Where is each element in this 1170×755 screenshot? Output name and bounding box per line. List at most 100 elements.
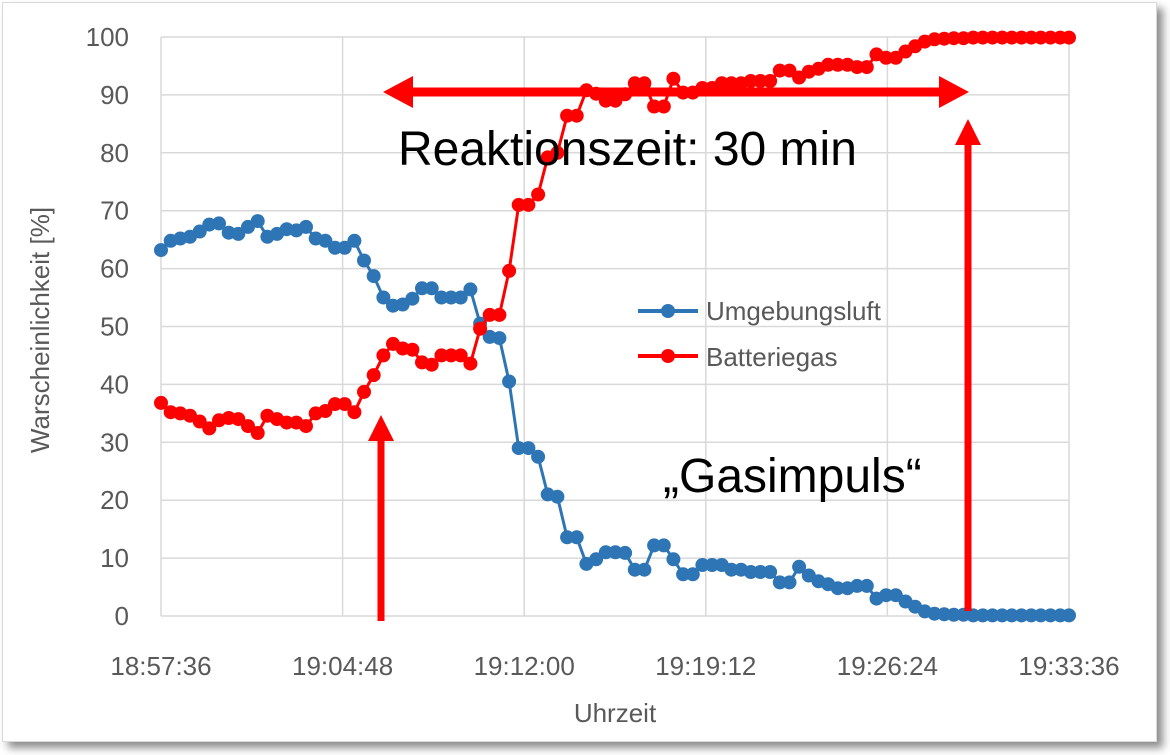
data-point-batteriegas — [859, 60, 874, 75]
data-point-batteriegas — [328, 397, 342, 412]
data-point-umgebungsluft — [966, 608, 981, 623]
x-tick-label: 19:26:24 — [837, 651, 938, 681]
data-point-batteriegas — [743, 74, 758, 88]
data-point-batteriegas — [772, 63, 787, 78]
data-point-batteriegas — [656, 99, 671, 114]
reaction-time-arrow-left-head — [383, 76, 413, 108]
data-point-umgebungsluft — [1004, 608, 1019, 623]
data-point-batteriegas — [299, 419, 313, 434]
reaction-time-arrow-right-head — [939, 76, 969, 108]
y-tick-label: 40 — [100, 369, 129, 399]
legend-item-batteriegas: Batteriegas — [638, 342, 838, 372]
data-point-batteriegas — [531, 187, 546, 202]
data-point-batteriegas — [405, 342, 420, 357]
data-point-umgebungsluft — [154, 243, 168, 258]
data-point-batteriegas — [830, 57, 845, 72]
data-point-batteriegas — [550, 145, 565, 160]
data-point-umgebungsluft — [405, 291, 420, 306]
data-point-umgebungsluft — [434, 290, 449, 305]
data-point-batteriegas — [985, 30, 1000, 45]
data-point-batteriegas — [724, 76, 739, 91]
data-point-batteriegas — [241, 419, 255, 434]
data-point-umgebungsluft — [337, 240, 352, 255]
data-point-umgebungsluft — [328, 240, 342, 255]
gas-pulse-start-arrow-head — [368, 415, 394, 441]
y-tick-label: 10 — [100, 543, 129, 573]
data-point-umgebungsluft — [724, 562, 739, 577]
y-tick-label: 80 — [100, 138, 129, 168]
data-point-umgebungsluft — [763, 565, 778, 579]
y-tick-label: 30 — [100, 427, 129, 457]
data-point-umgebungsluft — [231, 226, 246, 241]
data-point-umgebungsluft — [743, 565, 758, 579]
gas-pulse-label: „Gasimpuls“ — [663, 450, 922, 503]
data-point-batteriegas — [946, 31, 961, 46]
data-point-umgebungsluft — [782, 575, 797, 590]
y-tick-label: 60 — [100, 254, 129, 284]
legend-label-umgebungsluft: Umgebungsluft — [706, 296, 882, 326]
data-point-batteriegas — [366, 368, 381, 383]
data-point-batteriegas — [975, 30, 990, 45]
legend-item-umgebungsluft: Umgebungsluft — [638, 296, 882, 326]
data-point-umgebungsluft — [850, 578, 865, 593]
y-tick-label: 70 — [100, 196, 129, 226]
y-tick-label: 0 — [115, 601, 129, 631]
data-point-batteriegas — [753, 74, 768, 88]
data-point-umgebungsluft — [879, 588, 894, 603]
data-point-batteriegas — [821, 57, 836, 72]
chart-frame: 0 10 20 30 40 50 60 70 80 90 100 18:57:36 19:04:48 1… — [2, 2, 1157, 742]
data-point-umgebungsluft — [444, 290, 459, 305]
data-point-batteriegas — [347, 405, 362, 420]
legend: Umgebungsluft Batteriegas — [638, 296, 882, 372]
data-point-umgebungsluft — [502, 374, 517, 389]
data-point-batteriegas — [647, 99, 662, 114]
data-point-batteriegas — [995, 30, 1010, 45]
gas-pulse-end-arrow-head — [955, 119, 981, 145]
data-point-umgebungsluft — [1062, 608, 1076, 623]
data-point-batteriegas — [511, 197, 526, 212]
data-point-batteriegas — [1062, 30, 1076, 45]
data-point-batteriegas — [521, 197, 536, 212]
data-point-batteriegas — [434, 348, 449, 363]
data-point-umgebungsluft — [695, 558, 710, 572]
data-point-umgebungsluft — [521, 441, 536, 456]
data-point-batteriegas — [966, 30, 981, 45]
data-point-umgebungsluft — [357, 253, 371, 268]
data-point-umgebungsluft — [772, 575, 787, 590]
annotation-layer — [368, 76, 981, 621]
reaction-time-label: Reaktionszeit: 30 min — [398, 123, 857, 176]
data-point-batteriegas — [463, 356, 478, 371]
data-point-umgebungsluft — [656, 538, 671, 553]
data-point-umgebungsluft — [985, 608, 1000, 623]
legend-marker-umgebungsluft — [661, 304, 675, 318]
data-point-batteriegas — [627, 76, 642, 91]
data-point-umgebungsluft — [560, 530, 575, 545]
data-point-batteriegas — [560, 108, 575, 123]
data-point-umgebungsluft — [753, 565, 768, 579]
data-point-umgebungsluft — [637, 562, 652, 577]
data-point-umgebungsluft — [463, 282, 478, 297]
data-point-umgebungsluft — [492, 331, 507, 346]
data-point-umgebungsluft — [589, 552, 604, 567]
data-point-batteriegas — [1004, 30, 1019, 45]
data-point-umgebungsluft — [569, 530, 584, 545]
data-point-batteriegas — [569, 108, 584, 123]
data-point-umgebungsluft — [705, 558, 720, 572]
data-point-umgebungsluft — [366, 269, 381, 284]
data-point-batteriegas — [376, 348, 391, 363]
data-point-umgebungsluft — [666, 552, 681, 567]
data-point-umgebungsluft — [792, 559, 807, 574]
data-point-umgebungsluft — [376, 290, 391, 305]
data-point-batteriegas — [453, 348, 468, 363]
data-point-batteriegas — [473, 321, 488, 336]
x-axis-ticks: 18:57:36 19:04:48 19:12:00 19:19:12 19:26:24… — [110, 651, 1119, 681]
gridlines — [160, 36, 1070, 617]
data-point-batteriegas — [444, 348, 459, 363]
data-point-umgebungsluft — [627, 562, 642, 577]
data-point-batteriegas — [763, 74, 778, 88]
data-point-umgebungsluft — [1024, 608, 1039, 623]
data-point-batteriegas — [502, 263, 517, 278]
data-point-umgebungsluft — [685, 567, 700, 582]
data-point-umgebungsluft — [415, 281, 429, 296]
